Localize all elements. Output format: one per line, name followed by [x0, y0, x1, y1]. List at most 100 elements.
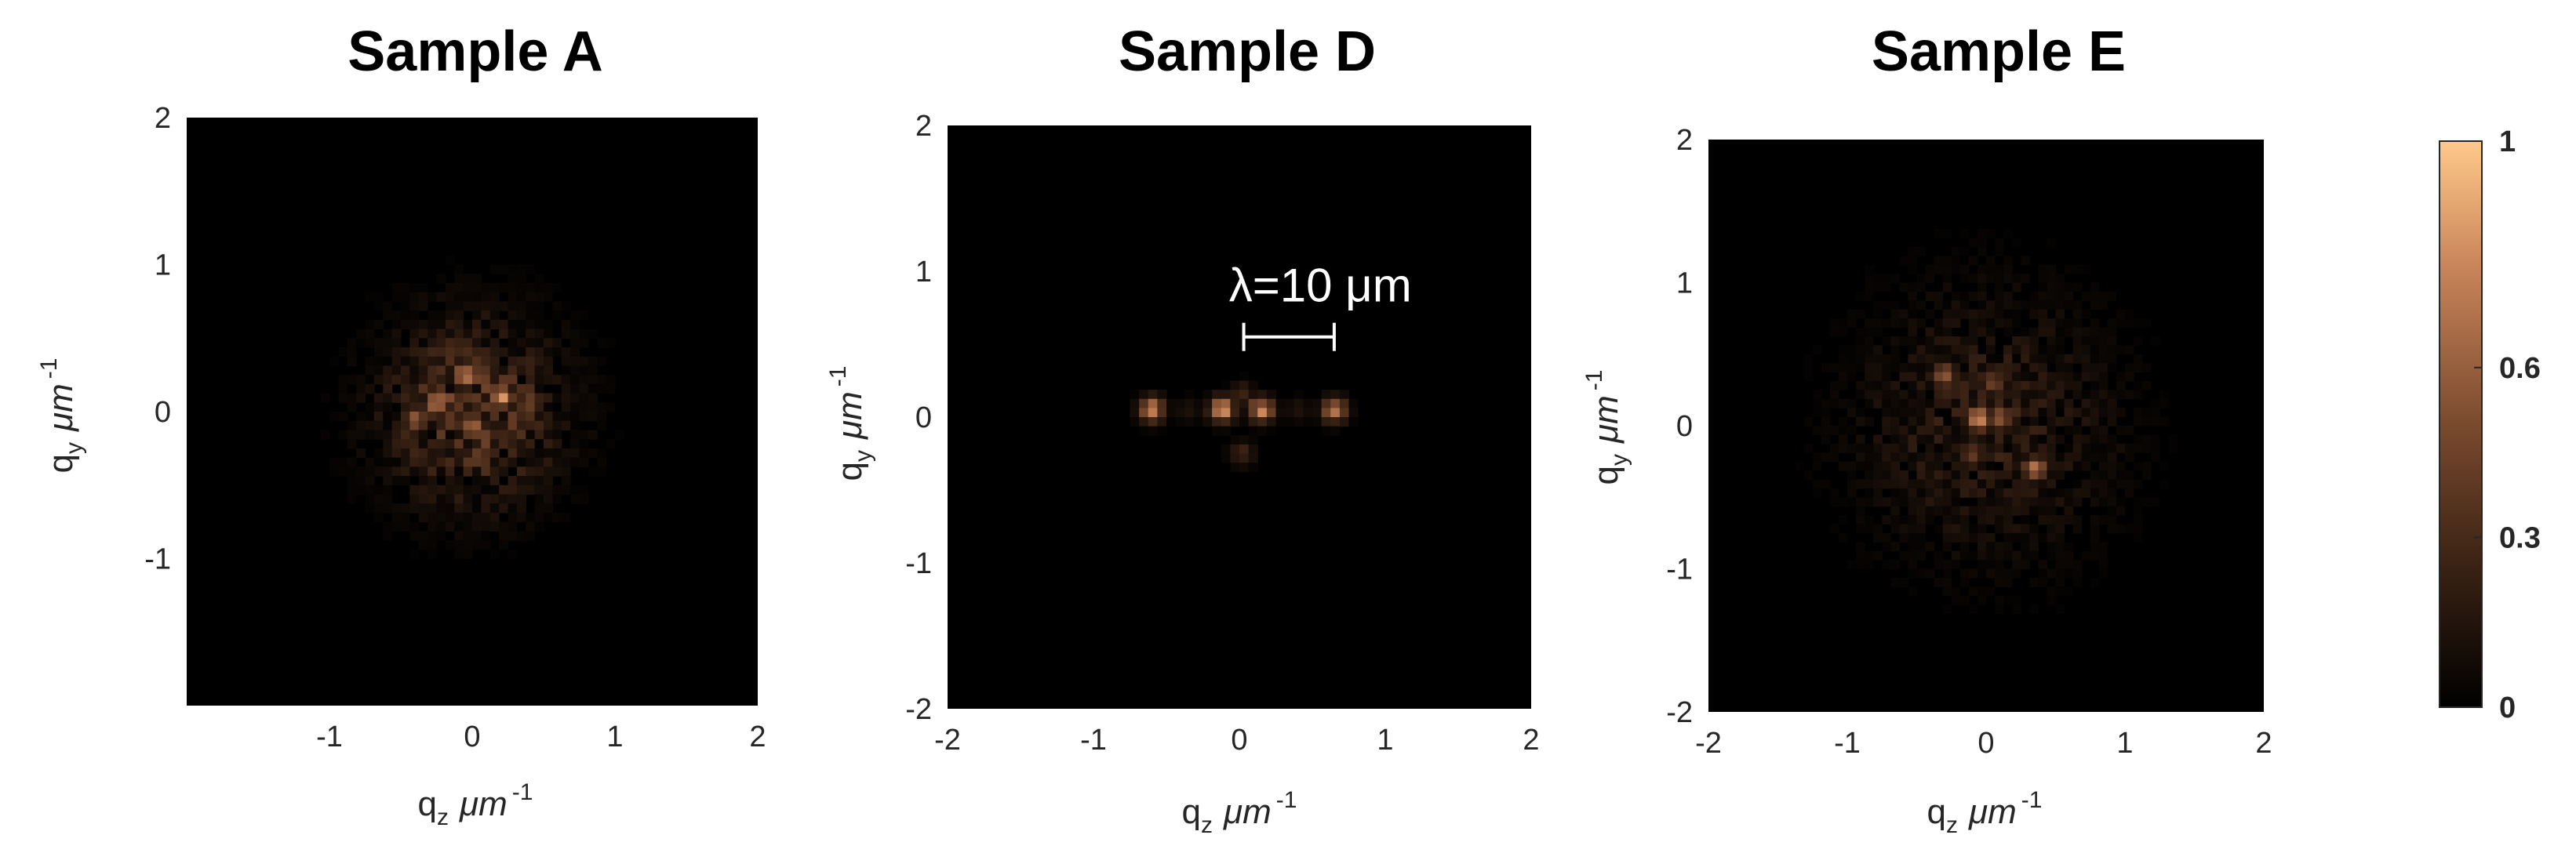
heatmap-cell — [2047, 479, 2057, 489]
heatmap-cell — [1959, 452, 1970, 463]
heatmap-cell — [2151, 497, 2160, 507]
heatmap-cell — [2029, 416, 2039, 427]
heatmap-cell — [1934, 479, 1944, 489]
heatmap-cell — [534, 319, 544, 330]
heatmap-cell — [1908, 372, 1918, 382]
heatmap-cell — [1882, 542, 1891, 552]
heatmap-cell — [561, 448, 571, 459]
heatmap-cell — [499, 457, 509, 467]
heatmap-cell — [1865, 488, 1874, 498]
heatmap-cell — [1148, 398, 1158, 408]
heatmap-cell — [1968, 336, 1978, 346]
heatmap-cell — [383, 310, 393, 321]
heatmap-cell — [373, 412, 384, 422]
y-ticks: 210-1-2 — [905, 110, 932, 726]
heatmap-cell — [508, 430, 518, 440]
heatmap-cell — [347, 356, 357, 367]
heatmap-cell — [1829, 363, 1839, 373]
heatmap-cell — [2055, 363, 2065, 373]
heatmap-cell — [2064, 408, 2074, 418]
heatmap-cell — [1184, 408, 1195, 418]
heatmap-cell — [552, 310, 562, 321]
heatmap-cell — [1257, 417, 1268, 427]
heatmap-cell — [544, 412, 553, 422]
heatmap-cell — [489, 310, 500, 321]
heatmap-cell — [526, 430, 536, 440]
heatmap-cell — [1285, 398, 1295, 408]
heatmap-cell — [1908, 318, 1918, 329]
heatmap-cell — [2107, 291, 2117, 301]
heatmap-cell — [1934, 488, 1944, 498]
heatmap-cell — [365, 466, 375, 477]
heatmap-cell — [508, 274, 518, 284]
heatmap-cell — [570, 329, 580, 339]
heatmap-cell — [526, 393, 536, 403]
heatmap-cell — [409, 393, 420, 403]
heatmap-cell — [445, 485, 455, 496]
heatmap-cell — [2029, 506, 2039, 516]
heatmap-cell — [1995, 291, 2004, 301]
heatmap-cell — [1977, 300, 1987, 310]
heatmap-cell — [508, 485, 518, 496]
heatmap-cell — [526, 338, 536, 348]
heatmap-cell — [338, 347, 348, 358]
panel-title: Sample A — [347, 20, 602, 83]
heatmap-cell — [1873, 354, 1883, 364]
heatmap-cell — [454, 540, 464, 550]
heatmap-cell — [1873, 380, 1883, 390]
heatmap-cell — [2107, 327, 2117, 337]
heatmap-cell — [579, 393, 589, 403]
heatmap-cell — [1865, 461, 1874, 471]
heatmap-cell — [1221, 453, 1231, 463]
heatmap-cell — [463, 329, 473, 339]
heatmap-cell — [534, 402, 544, 412]
heatmap-cell — [347, 402, 357, 412]
heatmap-cell — [489, 375, 500, 385]
heatmap-cell — [2081, 550, 2091, 561]
heatmap-cell — [1934, 452, 1944, 463]
heatmap-cell — [489, 503, 500, 514]
heatmap-cell — [445, 439, 455, 449]
heatmap-cell — [561, 402, 571, 412]
heatmap-cell — [401, 301, 410, 311]
heatmap-cell — [373, 466, 384, 477]
heatmap-cell — [1977, 390, 1987, 400]
heatmap-cell — [1968, 443, 1978, 453]
heatmap-cell — [1865, 416, 1874, 427]
heatmap-cell — [1899, 398, 1909, 408]
heatmap-cell — [1995, 264, 2004, 274]
heatmap-cell — [2098, 363, 2108, 373]
heatmap-cell — [409, 420, 420, 431]
heatmap-cell — [1890, 309, 1900, 319]
heatmap-cell — [445, 375, 455, 385]
heatmap-cell — [472, 439, 482, 449]
heatmap-cell — [2055, 568, 2065, 579]
heatmap-cell — [2055, 291, 2065, 301]
heatmap-cell — [428, 430, 438, 440]
heatmap-cell — [1916, 542, 1927, 552]
heatmap-cell — [2003, 318, 2013, 329]
heatmap-cell — [570, 402, 580, 412]
heatmap-cell — [365, 356, 375, 367]
heatmap-cell — [2055, 524, 2065, 534]
heatmap-cell — [1865, 354, 1874, 364]
heatmap-area — [1708, 140, 2264, 712]
heatmap-cell — [588, 466, 598, 477]
heatmap-cell — [1865, 470, 1874, 481]
heatmap-cell — [516, 292, 526, 302]
heatmap-cell — [2090, 497, 2100, 507]
heatmap-cell — [1803, 470, 1814, 481]
heatmap-cell — [1873, 274, 1883, 284]
heatmap-cell — [1951, 479, 1961, 489]
heatmap-cell — [418, 338, 428, 348]
heatmap-cell — [1882, 515, 1891, 525]
heatmap-cell — [2107, 318, 2117, 329]
heatmap-cell — [2107, 408, 2117, 418]
heatmap-cell — [1221, 426, 1231, 436]
heatmap-cell — [329, 457, 339, 467]
heatmap-cell — [1968, 524, 1978, 534]
heatmap-cell — [1995, 506, 2004, 516]
heatmap-cell — [1899, 336, 1909, 346]
heatmap-cell — [2081, 488, 2091, 498]
heatmap-cell — [1899, 550, 1909, 561]
